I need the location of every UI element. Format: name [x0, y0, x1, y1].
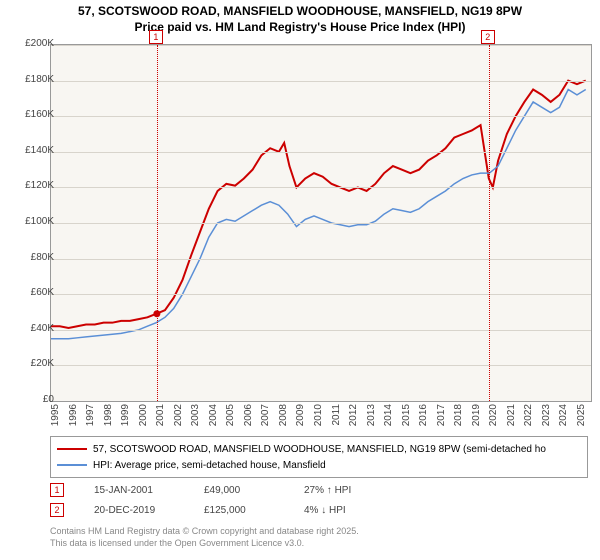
x-axis-label: 2002 [173, 404, 184, 434]
marker-line [157, 45, 158, 401]
gridline [51, 223, 591, 224]
gridline [51, 116, 591, 117]
marker-row-1: 1 15-JAN-2001 £49,000 27% ↑ HPI [50, 480, 351, 500]
x-axis-label: 2017 [436, 404, 447, 434]
x-axis-label: 2014 [383, 404, 394, 434]
chart-title-line2: Price paid vs. HM Land Registry's House … [0, 20, 600, 38]
x-axis-label: 2018 [453, 404, 464, 434]
footer-line1: Contains HM Land Registry data © Crown c… [50, 526, 359, 538]
x-axis-label: 2007 [260, 404, 271, 434]
y-axis-label: £200K [14, 38, 54, 49]
marker-badge-2: 2 [50, 503, 64, 517]
y-axis-label: £20K [14, 358, 54, 369]
x-axis-label: 2016 [418, 404, 429, 434]
legend-swatch-price-paid [57, 448, 87, 450]
gridline [51, 187, 591, 188]
x-axis-label: 2025 [576, 404, 587, 434]
gridline [51, 152, 591, 153]
chart-title-line1: 57, SCOTSWOOD ROAD, MANSFIELD WOODHOUSE,… [0, 0, 600, 20]
x-axis-label: 2011 [331, 404, 342, 434]
legend-label-hpi: HPI: Average price, semi-detached house,… [93, 460, 326, 471]
marker-price-2: £125,000 [204, 505, 274, 516]
x-axis-label: 1996 [68, 404, 79, 434]
x-axis-label: 2005 [225, 404, 236, 434]
x-axis-label: 2022 [523, 404, 534, 434]
marker-change-2: 4% ↓ HPI [304, 505, 346, 516]
x-axis-label: 1997 [85, 404, 96, 434]
y-axis-label: £0 [14, 394, 54, 405]
chart-container: 57, SCOTSWOOD ROAD, MANSFIELD WOODHOUSE,… [0, 0, 600, 560]
marker-box: 2 [481, 30, 495, 44]
legend-label-price-paid: 57, SCOTSWOOD ROAD, MANSFIELD WOODHOUSE,… [93, 444, 546, 455]
gridline [51, 365, 591, 366]
x-axis-label: 1998 [103, 404, 114, 434]
x-axis-label: 2013 [366, 404, 377, 434]
x-axis-label: 2004 [208, 404, 219, 434]
footer: Contains HM Land Registry data © Crown c… [50, 526, 359, 549]
x-axis-label: 2024 [558, 404, 569, 434]
marker-box: 1 [149, 30, 163, 44]
y-axis-label: £160K [14, 109, 54, 120]
gridline [51, 45, 591, 46]
series-line-hpi [51, 90, 586, 339]
gridline [51, 330, 591, 331]
y-axis-label: £140K [14, 145, 54, 156]
legend: 57, SCOTSWOOD ROAD, MANSFIELD WOODHOUSE,… [50, 436, 588, 478]
legend-item-hpi: HPI: Average price, semi-detached house,… [57, 457, 581, 473]
legend-item-price-paid: 57, SCOTSWOOD ROAD, MANSFIELD WOODHOUSE,… [57, 441, 581, 457]
x-axis-label: 2019 [471, 404, 482, 434]
x-axis-label: 2003 [190, 404, 201, 434]
marker-date-2: 20-DEC-2019 [94, 505, 174, 516]
marker-date-1: 15-JAN-2001 [94, 485, 174, 496]
marker-badge-1: 1 [50, 483, 64, 497]
x-axis-label: 2023 [541, 404, 552, 434]
legend-swatch-hpi [57, 464, 87, 466]
plot-area [50, 44, 592, 402]
series-line-price_paid [51, 81, 586, 328]
x-axis-label: 2020 [488, 404, 499, 434]
x-axis-label: 2012 [348, 404, 359, 434]
y-axis-label: £120K [14, 180, 54, 191]
gridline [51, 81, 591, 82]
x-axis-label: 2009 [295, 404, 306, 434]
marker-change-1: 27% ↑ HPI [304, 485, 351, 496]
marker-row-2: 2 20-DEC-2019 £125,000 4% ↓ HPI [50, 500, 351, 520]
x-axis-label: 2000 [138, 404, 149, 434]
x-axis-label: 2001 [155, 404, 166, 434]
footer-line2: This data is licensed under the Open Gov… [50, 538, 359, 550]
y-axis-label: £40K [14, 323, 54, 334]
markers-table: 1 15-JAN-2001 £49,000 27% ↑ HPI 2 20-DEC… [50, 480, 351, 520]
y-axis-label: £80K [14, 252, 54, 263]
x-axis-label: 1999 [120, 404, 131, 434]
gridline [51, 259, 591, 260]
x-axis-label: 2008 [278, 404, 289, 434]
y-axis-label: £180K [14, 74, 54, 85]
x-axis-label: 2006 [243, 404, 254, 434]
gridline [51, 294, 591, 295]
y-axis-label: £100K [14, 216, 54, 227]
marker-price-1: £49,000 [204, 485, 274, 496]
marker-line [489, 45, 490, 401]
x-axis-label: 2021 [506, 404, 517, 434]
x-axis-label: 2015 [401, 404, 412, 434]
y-axis-label: £60K [14, 287, 54, 298]
x-axis-label: 2010 [313, 404, 324, 434]
x-axis-label: 1995 [50, 404, 61, 434]
